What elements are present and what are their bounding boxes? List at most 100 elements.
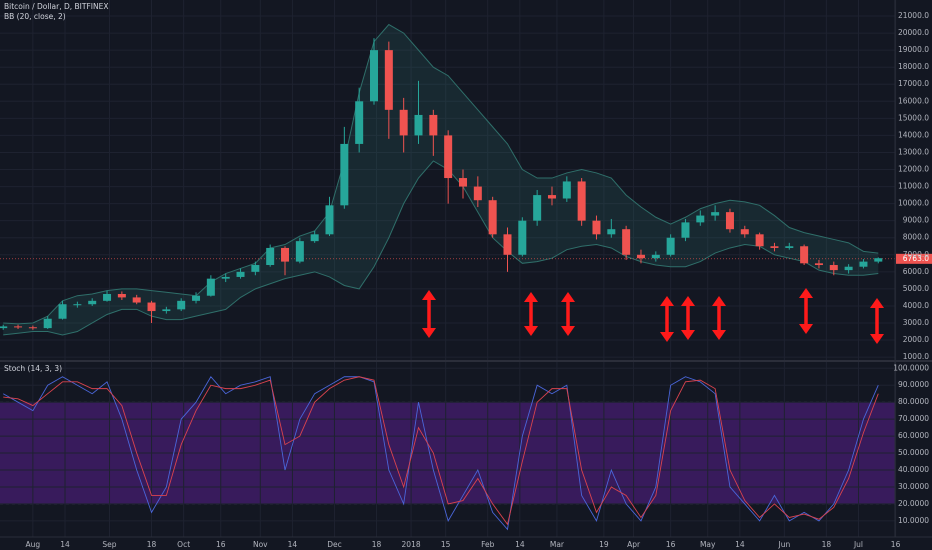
candle-body (696, 215, 705, 223)
arrow-head (870, 334, 884, 344)
y-tick-label: 2000.0 (903, 335, 929, 344)
x-tick-label: Oct (177, 540, 190, 549)
candle-body (444, 135, 453, 179)
candle-body (651, 254, 660, 259)
candle-body (622, 229, 631, 255)
arrow-head (524, 326, 538, 336)
y-tick-label: 21000.0 (898, 11, 929, 20)
candle-body (770, 246, 779, 248)
marks: 6763.0 (0, 23, 932, 531)
x-tick-label: Sep (102, 540, 116, 549)
arrow-head (870, 298, 884, 308)
indicator-title: BB (20, close, 2) (4, 12, 66, 21)
x-tick-label: 18 (372, 540, 382, 549)
arrow-head (422, 328, 436, 338)
candle-body (88, 300, 97, 305)
candle-body (177, 300, 186, 310)
x-tick-label: 18 (147, 540, 157, 549)
candle-body (295, 241, 304, 262)
candle-body (43, 318, 52, 329)
x-tick-label: 16 (216, 540, 226, 549)
candle-body (266, 247, 275, 266)
y-tick-label: 20000.0 (898, 28, 929, 37)
candle-body (117, 294, 126, 298)
candle-body (132, 297, 141, 303)
candle-body (58, 304, 67, 319)
stoch-line (2, 375, 879, 531)
arrow-head (681, 296, 695, 306)
x-tick-label: 14 (515, 540, 525, 549)
candle-body (814, 263, 823, 266)
arrow-head (660, 332, 674, 342)
candle-body (281, 247, 290, 262)
chart-title: Bitcoin / Dollar, D, BITFINEX (4, 2, 109, 11)
y-tick-label: 13000.0 (898, 147, 929, 156)
y-tick-label: 11000.0 (898, 182, 929, 191)
y-tick-label: 90.0000 (898, 380, 929, 389)
last-price-label: 6763.0 (903, 254, 929, 263)
arrow-head (660, 296, 674, 306)
x-tick-label: Aug (26, 540, 41, 549)
candle-body (785, 246, 794, 248)
candle-body (844, 266, 853, 271)
y-tick-label: 40.0000 (898, 465, 929, 474)
candle-body (14, 326, 23, 328)
y-tick-label: 18000.0 (898, 62, 929, 71)
candle-body (503, 234, 512, 255)
arrow-head (422, 290, 436, 300)
candle-body (73, 304, 82, 306)
y-tick-label: 100.0000 (893, 363, 929, 372)
indicator-title: Stoch (14, 3, 3) (4, 364, 62, 373)
x-tick-label: May (700, 540, 716, 549)
candle-body (518, 220, 527, 255)
x-tick-label: Jul (853, 540, 863, 549)
y-tick-label: 20.0000 (898, 499, 929, 508)
candle-body (310, 234, 319, 242)
candle-body (755, 234, 764, 247)
y-tick-label: 70.0000 (898, 414, 929, 423)
candle-body (666, 237, 675, 255)
y-tick-label: 14000.0 (898, 130, 929, 139)
x-tick-label: Jun (777, 540, 790, 549)
annotations (422, 288, 884, 344)
x-tick-label: 14 (288, 540, 298, 549)
x-tick-label: 15 (441, 540, 451, 549)
last-price-badge (896, 253, 932, 264)
arrow-head (681, 330, 695, 340)
y-tick-label: 80.0000 (898, 397, 929, 406)
arrow-head (561, 292, 575, 302)
grid (0, 0, 897, 537)
y-tick-label: 4000.0 (903, 301, 929, 310)
candle-body (592, 220, 601, 235)
x-tick-label: Apr (627, 540, 641, 549)
band-line (3, 23, 879, 325)
candle-body (162, 309, 171, 312)
candle-body (192, 295, 201, 301)
x-tick-label: Nov (253, 540, 268, 549)
candle-body (384, 50, 393, 110)
candle-body (874, 258, 883, 262)
candle-body (547, 195, 556, 199)
y-tick-label: 19000.0 (898, 45, 929, 54)
candle-body (221, 276, 230, 279)
arrow-head (712, 296, 726, 306)
candle-body (681, 222, 690, 238)
arrow-head (799, 288, 813, 298)
candle-body (725, 212, 734, 230)
candle-body (533, 195, 542, 221)
y-tick-label: 8000.0 (903, 233, 929, 242)
candle-body (251, 265, 260, 272)
y-tick-label: 1000.0 (903, 352, 929, 361)
candle-body (800, 246, 809, 264)
candle-body (340, 143, 349, 206)
candle-body (28, 327, 37, 329)
candle-body (607, 229, 616, 235)
y-tick-label: 15000.0 (898, 113, 929, 122)
x-tick-label: Dec (327, 540, 342, 549)
y-tick-label: 10000.0 (898, 199, 929, 208)
candle-body (740, 229, 749, 235)
y-tick-label: 7000.0 (903, 250, 929, 259)
candle-body (711, 212, 720, 216)
candle-body (0, 326, 8, 329)
